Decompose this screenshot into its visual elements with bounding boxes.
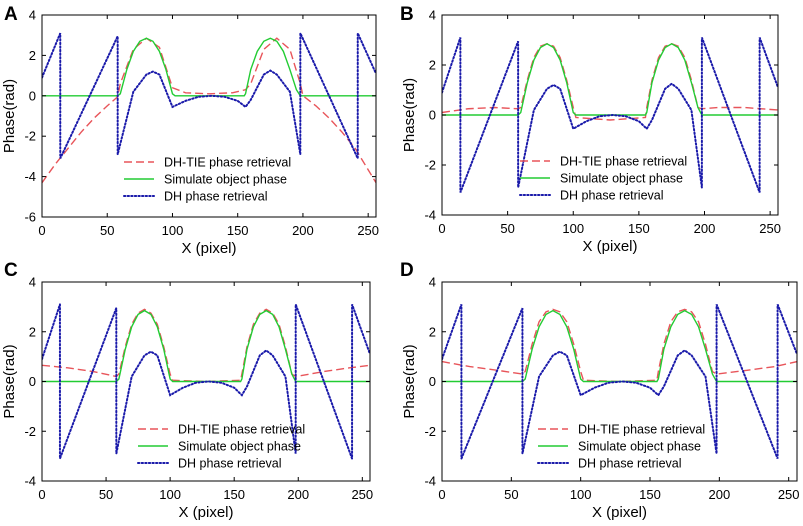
y-tick-label: -4 [24,169,36,184]
x-tick-label: 100 [570,487,592,502]
series-line-dh-tie-phase-retrieval [442,308,797,383]
y-tick-label: 0 [429,374,436,389]
legend-label: Simulate object phase [578,440,701,454]
y-tick-label: -2 [424,424,436,439]
x-tick-label: 0 [38,487,45,502]
series-line-dh-phase-retrieval [42,32,376,159]
series-group [42,32,376,184]
legend-label: DH phase retrieval [178,457,282,471]
x-tick-label: 250 [759,221,781,236]
y-tick-label: 4 [429,275,436,290]
series-line-dh-phase-retrieval [442,304,797,459]
y-tick-label: -6 [24,210,36,225]
chart-panel-c: C 0 50 100 150 200 250 -4 -2 0 2 4 X (pixel) Phase(ra… [1,260,373,521]
x-tick-label: 200 [708,487,730,502]
y-tick-label: -2 [24,424,36,439]
x-tick-label: 100 [162,223,184,238]
x-axis-label: X (pixel) [592,504,647,521]
plot-frame [41,14,377,218]
x-tick-label: 150 [628,221,650,236]
panel-letter: C [4,260,18,281]
y-axis-label: Phase(rad) [1,344,18,418]
y-tick-label: 4 [429,8,436,23]
x-tick-label: 50 [100,223,114,238]
legend-label: DH phase retrieval [164,190,268,204]
y-tick-label: 0 [29,374,36,389]
legend: DH-TIE phase retrieval Simulate object ph… [519,155,687,203]
chart-panel-d: D 0 50 100 150 200 250 -4 -2 0 2 4 X (pixel) Phase(ra… [400,260,800,521]
x-tick-label: 0 [38,223,45,238]
legend-label: DH-TIE phase retrieval [578,423,705,437]
x-tick-label: 150 [639,487,661,502]
x-tick-label: 0 [438,221,445,236]
x-tick-label: 50 [504,487,518,502]
panel-letter: B [400,4,414,25]
y-tick-label: 4 [29,8,36,23]
x-tick-label: 50 [500,221,514,236]
y-tick-label: -4 [424,208,436,223]
series-group [42,304,370,459]
x-axis-label: X (pixel) [181,240,236,257]
y-tick-label: 2 [29,48,36,63]
legend: DH-TIE phase retrieval Simulate object ph… [537,423,705,471]
x-tick-label: 250 [351,487,373,502]
legend-label: DH-TIE phase retrieval [178,423,305,437]
y-tick-label: 2 [29,324,36,339]
legend-label: DH-TIE phase retrieval [560,155,687,169]
y-tick-label: -2 [424,158,436,173]
x-tick-label: 200 [292,223,314,238]
panel-letter: A [4,4,18,25]
legend: DH-TIE phase retrieval Simulate object ph… [137,423,305,471]
series-line-dh-tie-phase-retrieval [42,37,376,184]
x-tick-label: 100 [159,487,181,502]
series-line-dh-phase-retrieval [442,37,778,193]
legend-label: Simulate object phase [164,173,287,187]
x-tick-label: 250 [778,487,800,502]
x-tick-label: 150 [227,223,249,238]
y-tick-label: 0 [29,88,36,103]
series-line-dh-phase-retrieval [42,304,370,459]
series-group [442,304,797,459]
x-tick-label: 200 [287,487,309,502]
x-tick-label: 200 [694,221,716,236]
chart-panel-a: A 0 50 100 150 200 250 -6 -4 -2 0 2 4 X (pixel) Phase(… [1,4,379,257]
y-tick-label: -4 [424,474,436,489]
panel-letter: D [400,260,414,281]
x-tick-label: 50 [99,487,113,502]
y-tick-label: 4 [29,275,36,290]
legend-label: Simulate object phase [560,172,683,186]
legend-label: DH phase retrieval [578,457,682,471]
x-axis-label: X (pixel) [582,238,637,255]
y-tick-label: 2 [429,58,436,73]
y-axis-label: Phase(rad) [1,79,18,153]
y-tick-label: 0 [429,108,436,123]
legend-label: DH phase retrieval [560,189,664,203]
chart-panel-b: B 0 50 100 150 200 250 -4 -2 0 2 4 X (pixel) Phase(ra… [400,4,781,255]
legend: DH-TIE phase retrieval Simulate object ph… [123,156,291,204]
y-axis-label: Phase(rad) [401,78,418,152]
legend-label: Simulate object phase [178,440,301,454]
legend-label: DH-TIE phase retrieval [164,156,291,170]
x-tick-label: 0 [438,487,445,502]
x-tick-label: 100 [562,221,584,236]
series-group [442,37,778,193]
x-tick-label: 250 [357,223,379,238]
y-tick-label: -2 [24,129,36,144]
x-tick-label: 150 [223,487,245,502]
y-tick-label: -4 [24,474,36,489]
x-axis-label: X (pixel) [178,504,233,521]
y-axis-label: Phase(rad) [401,344,418,418]
y-tick-label: 2 [429,324,436,339]
